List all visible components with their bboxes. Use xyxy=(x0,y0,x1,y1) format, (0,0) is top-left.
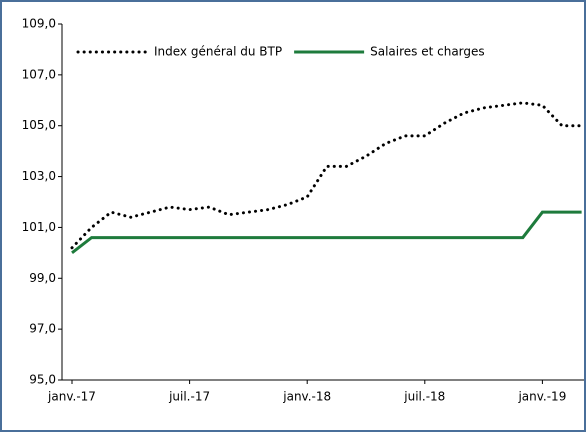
x-tick-label: janv.-18 xyxy=(282,390,331,404)
x-tick-label: janv.-19 xyxy=(517,390,566,404)
series-line xyxy=(71,210,582,255)
y-tick-label: 99,0 xyxy=(29,271,56,285)
series-line xyxy=(70,101,584,250)
legend-label: Index général du BTP xyxy=(154,45,282,59)
x-tick-label: juil.-18 xyxy=(403,390,445,404)
y-tick-label: 95,0 xyxy=(29,373,56,387)
y-tick-label: 109,0 xyxy=(22,17,56,31)
legend-label: Salaires et charges xyxy=(370,45,485,59)
y-tick-label: 107,0 xyxy=(22,67,56,81)
y-tick-label: 105,0 xyxy=(22,118,56,132)
x-tick-label: janv.-17 xyxy=(47,390,96,404)
y-tick-label: 101,0 xyxy=(22,220,56,234)
y-tick-label: 103,0 xyxy=(22,169,56,183)
y-tick-label: 97,0 xyxy=(29,322,56,336)
x-tick-label: juil.-17 xyxy=(168,390,210,404)
